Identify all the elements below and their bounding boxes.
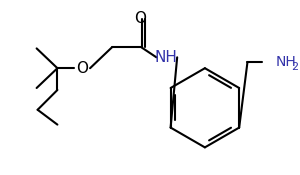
Text: NH: NH	[275, 55, 296, 69]
Text: O: O	[135, 11, 147, 26]
Text: 2: 2	[291, 62, 298, 72]
Text: O: O	[76, 61, 88, 76]
Text: NH: NH	[155, 50, 178, 65]
